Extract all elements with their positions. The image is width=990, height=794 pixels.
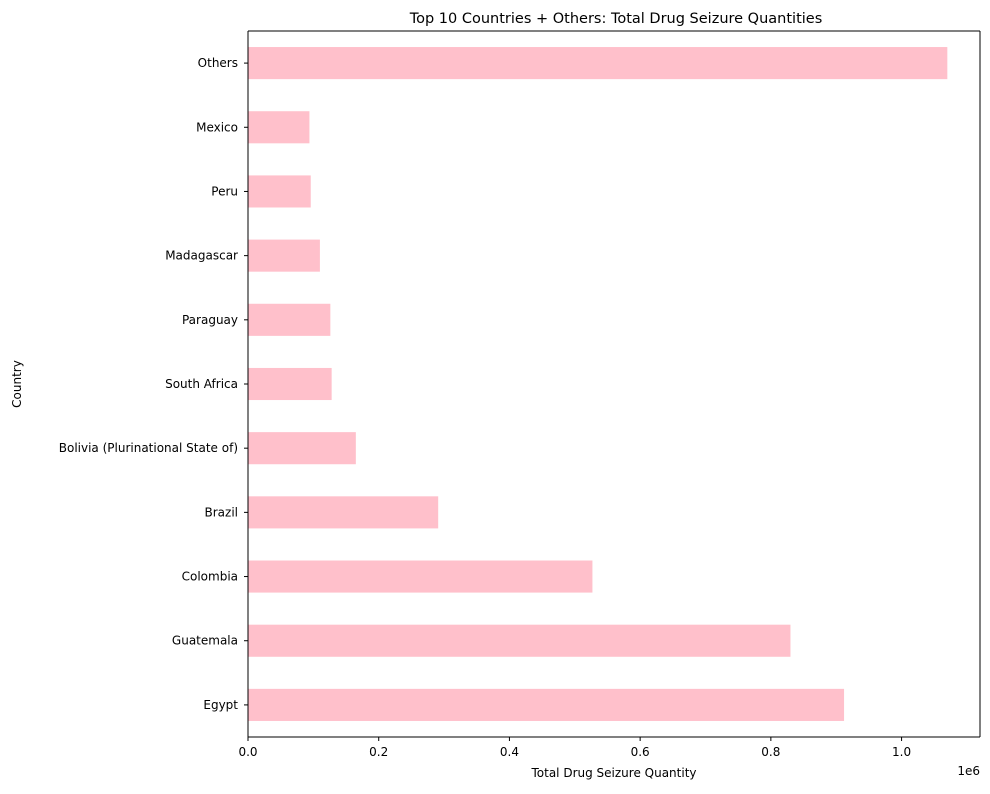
y-tick-label: Mexico xyxy=(196,120,238,134)
x-tick-label: 0.0 xyxy=(238,745,257,759)
bar-5 xyxy=(248,367,332,401)
y-tick-label: Others xyxy=(198,56,238,70)
y-tick-label: Peru xyxy=(211,184,238,198)
x-axis-offset-label: 1e6 xyxy=(957,764,980,778)
y-tick-label: Colombia xyxy=(182,570,238,584)
axes-frame xyxy=(247,30,981,738)
x-tick-label: 0.6 xyxy=(631,745,650,759)
bar-10 xyxy=(248,47,948,80)
y-tick-label: Madagascar xyxy=(165,249,238,263)
bar-7 xyxy=(248,239,320,272)
y-tick-label: Guatemala xyxy=(172,634,238,648)
y-tick-label: Bolivia (Plurinational State of) xyxy=(59,441,238,455)
bar-1 xyxy=(248,624,791,657)
y-tick-label: Paraguay xyxy=(182,313,238,327)
bar-9 xyxy=(248,111,310,144)
bar-0 xyxy=(248,688,845,721)
x-tick-label: 1.0 xyxy=(892,745,911,759)
bars-group xyxy=(248,47,948,721)
y-axis-ticks: Egypt Guatemala Colombia Brazil Bolivia (Plu… xyxy=(59,56,248,712)
bar-3 xyxy=(248,496,439,529)
x-axis-label: Total Drug Seizure Quantity xyxy=(530,766,696,780)
x-tick-label: 0.4 xyxy=(500,745,519,759)
bar-2 xyxy=(248,560,593,593)
x-tick-label: 0.2 xyxy=(369,745,388,759)
y-tick-label: Brazil xyxy=(205,505,239,519)
bar-8 xyxy=(248,175,311,208)
y-tick-label: South Africa xyxy=(165,377,238,391)
x-axis-ticks: 0.0 0.2 0.4 0.6 0.8 1.0 xyxy=(238,737,911,759)
bar-6 xyxy=(248,303,331,336)
y-tick-label: Egypt xyxy=(203,698,238,712)
chart-title: Top 10 Countries + Others: Total Drug Se… xyxy=(409,11,823,27)
x-tick-label: 0.8 xyxy=(761,745,780,759)
bar-4 xyxy=(248,432,356,465)
y-axis-label: Country xyxy=(10,360,24,408)
